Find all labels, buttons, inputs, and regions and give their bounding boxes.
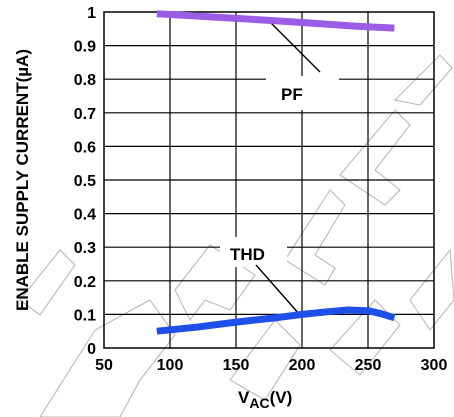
x-tick-label-0: 50: [95, 357, 113, 374]
series-line-thd: [156, 306, 396, 335]
series-line-pf: [156, 10, 395, 32]
grid: [104, 12, 434, 348]
annotation-pf: PF: [281, 85, 303, 104]
y-axis-ticks: 0 0.1 0.2 0.3 0.4 0.5 0.6 0.7 0.8 0.9 1: [74, 5, 96, 358]
y-tick-label-10: 1: [87, 5, 96, 22]
thd-label-bg: [220, 237, 287, 267]
watermark: [19, 54, 454, 417]
x-tick-label-2: 150: [223, 357, 250, 374]
pf-leader-line: [267, 19, 321, 73]
x-axis-ticks: 50 100 150 200 250 300: [95, 357, 447, 374]
thd-leader-line: [255, 264, 301, 316]
y-tick-label-7: 0.7: [74, 106, 96, 123]
y-tick-label-3: 0.3: [74, 240, 96, 257]
x-tick-label-4: 250: [355, 357, 382, 374]
y-tick-label-5: 0.5: [74, 173, 96, 190]
x-tick-label-1: 100: [157, 357, 184, 374]
y-tick-label-9: 0.9: [74, 39, 96, 56]
x-axis-title-unit: (V): [270, 388, 293, 407]
y-tick-label-0: 0: [87, 341, 96, 358]
annotation-thd: THD: [230, 245, 265, 264]
x-axis-title-sub: AC: [249, 395, 269, 411]
x-axis-title-main: V: [238, 388, 250, 407]
x-tick-label-5: 300: [421, 357, 448, 374]
y-tick-label-1: 0.1: [74, 307, 96, 324]
pf-label-bg: [266, 76, 339, 110]
y-tick-label-4: 0.4: [74, 207, 96, 224]
x-axis-title: VAC(V): [238, 388, 292, 411]
y-axis-title: ENABLE SUPPLY CURRENT(µA): [13, 49, 32, 311]
y-tick-label-6: 0.6: [74, 139, 96, 156]
y-tick-label-8: 0.8: [74, 72, 96, 89]
y-tick-label-2: 0.2: [74, 274, 96, 291]
x-tick-label-3: 200: [289, 357, 316, 374]
series-group: [156, 10, 396, 335]
